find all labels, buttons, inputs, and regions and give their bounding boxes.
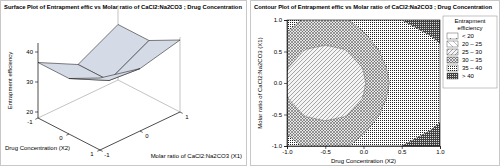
x-tick-label: -0.5	[321, 149, 332, 155]
x-tick-label: -1	[27, 119, 33, 125]
z-tick	[35, 112, 38, 113]
legend-swatch	[447, 57, 458, 63]
y-tick: -0.5	[272, 112, 287, 118]
panel-frame	[251, 1, 500, 166]
legend-label: 25 – 30	[462, 49, 483, 55]
z-axis-line	[38, 43, 39, 118]
y-tick-label: 1	[185, 114, 189, 120]
chart-title: Contour Plot of Entrapment effic vs Mola…	[254, 3, 492, 10]
x-tick	[97, 150, 100, 151]
y-axis: -1.0 -0.5 0.0 0.5 1.0	[272, 17, 288, 149]
y-tick	[100, 150, 103, 151]
y-tick-mark	[284, 20, 287, 21]
y-tick-label: 0	[145, 133, 149, 139]
y-tick: 0.5	[274, 49, 287, 55]
legend-label: 20 – 25	[462, 41, 483, 47]
legend-swatch	[447, 41, 458, 47]
legend-title-line: efficiency	[458, 25, 483, 31]
y-tick: -1.0	[272, 143, 287, 149]
legend-box	[443, 16, 497, 88]
y-tick: 1.0	[274, 17, 287, 23]
y-tick: 0.0	[274, 80, 287, 86]
z-tick	[35, 82, 38, 83]
legend-swatch	[447, 49, 458, 55]
z-axis-title: Entrapment efficiency	[7, 52, 13, 110]
contour-band	[287, 20, 440, 146]
contour-band	[287, 20, 440, 146]
legend: Entrapmentefficiency < 20 20 – 25 25 – 30 30…	[443, 16, 497, 88]
x-tick-label: 1	[90, 151, 94, 157]
chart-title: Surface Plot of Entrapment effic vs Mola…	[4, 3, 242, 10]
surface-facet	[69, 69, 140, 81]
z-tick-label: 40	[26, 49, 33, 55]
axis-line	[284, 21, 288, 147]
box-edge	[118, 80, 180, 112]
surface-panel: Surface Plot of Entrapment effic vs Mola…	[1, 1, 247, 166]
y-axis-title: Molar ratio of CaCl2:Na2CO3 (X1)	[257, 37, 263, 128]
surface-marks	[38, 25, 180, 81]
legend-swatch	[447, 73, 458, 79]
chart-canvas: Surface Plot of Entrapment effic vs Mola…	[0, 0, 500, 166]
x-tick-label: 0.5	[398, 149, 407, 155]
y-tick-label: -1.0	[272, 143, 283, 149]
x-tick-label: 1.0	[436, 149, 445, 155]
x-tick-label: 0.0	[360, 149, 369, 155]
y-tick-mark	[284, 146, 287, 147]
z-tick-label: 30	[26, 79, 33, 85]
panel-frame	[1, 1, 247, 166]
y-tick-label: 0.0	[274, 80, 283, 86]
box-edge	[180, 37, 181, 112]
y-tick-label: -0.5	[272, 112, 283, 118]
y-tick	[140, 131, 143, 132]
box-edge	[38, 80, 118, 118]
contour-marks	[287, 20, 440, 146]
y-tick-label: 0.5	[274, 49, 283, 55]
y-tick-mark	[284, 115, 287, 116]
x-tick	[66, 134, 69, 135]
legend-swatch	[447, 65, 458, 71]
legend-title-line: Entrapment	[454, 18, 485, 24]
y-axis-title: Molar ratio of CaCl2:Na2CO3 (X1)	[151, 153, 242, 159]
y-tick-label: -1	[104, 152, 110, 158]
x-axis: -1.0 -0.5 0.0 0.5 1.0	[282, 146, 445, 155]
y-axis-line	[100, 112, 180, 150]
x-tick-label: 0	[59, 135, 63, 141]
z-tick	[35, 52, 38, 53]
legend-swatch	[447, 33, 458, 39]
legend-label: 30 – 35	[462, 57, 483, 63]
x-tick	[35, 118, 38, 119]
x-tick: 1.0	[436, 146, 445, 155]
x-tick: 0.0	[360, 146, 369, 155]
x-tick-label: -1.0	[282, 149, 293, 155]
x-tick: 0.5	[398, 146, 407, 155]
x-tick: -1.0	[282, 146, 293, 155]
contour-band	[287, 20, 440, 146]
x-axis-title: Drug Concentration (X2)	[331, 158, 396, 164]
legend-label: 35 – 40	[462, 65, 483, 71]
contour-band	[287, 20, 440, 146]
y-tick-mark	[284, 83, 287, 84]
contour-band	[402, 20, 440, 146]
x-tick: -0.5	[321, 146, 332, 155]
contour-panel: Contour Plot of Entrapment effic vs Mola…	[251, 1, 500, 166]
plot-frame	[287, 20, 440, 146]
y-tick-mark	[284, 52, 287, 53]
legend-title: Entrapmentefficiency	[454, 18, 485, 31]
x-axis-title: Drug Concentration (X2)	[5, 145, 70, 151]
legend-label: < 20	[462, 33, 475, 39]
y-tick-label: 1.0	[274, 17, 283, 23]
z-tick-label: 20	[26, 109, 33, 115]
legend-label: > 40	[462, 73, 475, 79]
y-tick	[180, 112, 183, 113]
